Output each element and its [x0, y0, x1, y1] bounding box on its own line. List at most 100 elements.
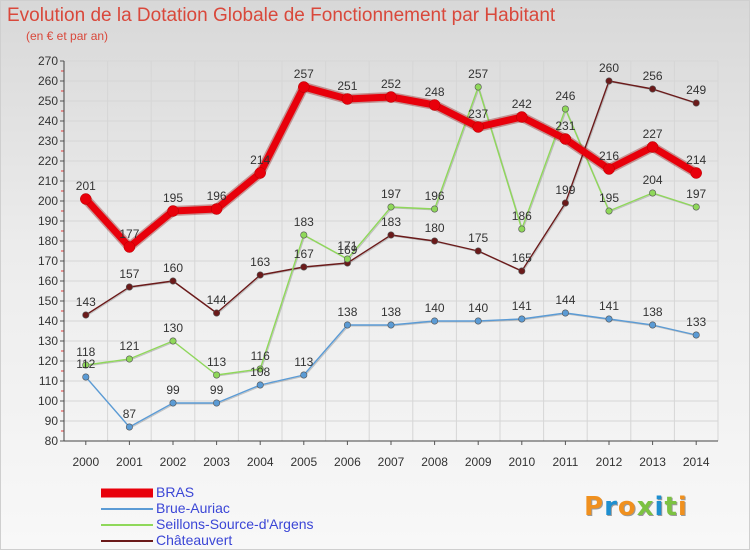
data-point-ch-teauvert: [431, 237, 439, 245]
data-point-seillons-source-d-argens: [125, 355, 133, 363]
data-point-bras: [646, 141, 659, 153]
legend-swatch: [101, 508, 153, 510]
data-label-seillons-source-d-argens: 197: [381, 187, 401, 201]
data-label-brue-auriac: 138: [643, 305, 663, 319]
data-label-ch-teauvert: 144: [207, 293, 227, 307]
x-tick-label: 2013: [639, 455, 666, 469]
data-label-brue-auriac: 140: [468, 301, 488, 315]
x-tick-label: 2014: [683, 455, 710, 469]
data-label-brue-auriac: 99: [166, 383, 180, 397]
y-tick-label: 260: [38, 74, 58, 88]
data-label-seillons-source-d-argens: 186: [512, 209, 532, 223]
plot-area: [64, 61, 718, 441]
y-tick-label: 80: [45, 434, 59, 448]
data-point-ch-teauvert: [387, 231, 395, 239]
x-tick-label: 2000: [72, 455, 99, 469]
data-label-seillons-source-d-argens: 116: [251, 349, 270, 363]
data-point-ch-teauvert: [169, 277, 177, 285]
x-tick-label: 2007: [378, 455, 405, 469]
data-label-ch-teauvert: 143: [76, 295, 96, 309]
data-label-ch-teauvert: 175: [468, 231, 488, 245]
data-label-bras: 216: [599, 149, 619, 163]
data-point-brue-auriac: [169, 399, 177, 407]
logo-letter: P: [584, 492, 605, 522]
data-point-brue-auriac: [692, 331, 700, 339]
data-label-ch-teauvert: 256: [643, 69, 663, 83]
data-point-seillons-source-d-argens: [649, 189, 657, 197]
y-tick-label: 130: [38, 334, 58, 348]
data-point-seillons-source-d-argens: [605, 207, 613, 215]
data-point-ch-teauvert: [605, 77, 613, 85]
data-point-seillons-source-d-argens: [431, 205, 439, 213]
data-point-ch-teauvert: [82, 311, 90, 319]
data-point-bras: [298, 81, 310, 93]
data-label-bras: 237: [468, 107, 488, 121]
legend-item: Seillons-Source-d'Argens: [101, 516, 401, 533]
data-point-ch-teauvert: [474, 247, 482, 255]
data-label-ch-teauvert: 199: [555, 183, 575, 197]
data-point-seillons-source-d-argens: [474, 83, 482, 91]
data-label-bras: 177: [119, 227, 139, 241]
data-label-bras: 248: [425, 85, 445, 99]
data-label-ch-teauvert: 180: [425, 221, 445, 235]
data-point-brue-auriac: [474, 317, 482, 325]
legend-label: Brue-Auriac: [156, 500, 230, 516]
data-label-ch-teauvert: 157: [119, 267, 139, 281]
data-label-seillons-source-d-argens: 197: [686, 187, 706, 201]
data-point-bras: [516, 111, 528, 123]
y-tick-label: 220: [38, 154, 58, 168]
data-point-bras: [123, 241, 136, 253]
legend-label: BRAS: [156, 484, 195, 500]
data-label-seillons-source-d-argens: 118: [76, 345, 95, 359]
data-label-ch-teauvert: 183: [381, 215, 401, 229]
data-label-brue-auriac: 144: [555, 293, 575, 307]
x-tick-label: 2002: [160, 455, 187, 469]
data-label-ch-teauvert: 260: [599, 61, 619, 75]
data-label-brue-auriac: 138: [381, 305, 401, 319]
data-label-bras: 195: [163, 191, 183, 205]
chart-title: Evolution de la Dotation Globale de Fonc…: [7, 5, 556, 26]
data-point-bras: [690, 167, 702, 179]
data-label-layer: 143 157 160 144 163 167 169 183 180 175 165 199 260 2…: [76, 61, 707, 421]
y-tick-label: 100: [38, 394, 58, 408]
data-point-ch-teauvert: [256, 271, 264, 279]
data-point-bras: [472, 121, 484, 133]
legend-item: Châteauvert: [101, 532, 401, 549]
legend-swatch: [101, 540, 153, 542]
y-tick-label: 210: [38, 174, 58, 188]
data-label-bras: 231: [555, 119, 575, 133]
x-tick-label: 2012: [596, 455, 623, 469]
x-tick-label: 2003: [203, 455, 230, 469]
data-label-brue-auriac: 112: [76, 357, 95, 371]
y-tick-label: 190: [38, 214, 58, 228]
data-label-bras: 214: [686, 153, 706, 167]
logo-letter: t: [664, 492, 678, 522]
legend-item: Brue-Auriac: [101, 500, 401, 517]
data-point-brue-auriac: [649, 321, 657, 329]
data-point-ch-teauvert: [561, 199, 569, 207]
y-tick-label: 250: [38, 94, 58, 108]
data-label-brue-auriac: 133: [686, 315, 706, 329]
data-label-brue-auriac: 140: [425, 301, 445, 315]
legend-swatch: [101, 524, 153, 526]
data-label-ch-teauvert: 160: [163, 261, 183, 275]
data-point-brue-auriac: [387, 321, 395, 329]
data-label-bras: 214: [250, 153, 270, 167]
data-point-ch-teauvert: [518, 267, 526, 275]
y-tick-label: 160: [38, 274, 58, 288]
data-point-ch-teauvert: [649, 85, 657, 93]
logo-letter: r: [604, 492, 618, 522]
data-point-bras: [254, 167, 266, 179]
data-point-brue-auriac: [343, 321, 351, 329]
data-label-bras: 251: [337, 79, 357, 93]
data-point-seillons-source-d-argens: [169, 337, 177, 345]
data-label-seillons-source-d-argens: 130: [163, 321, 183, 335]
data-point-seillons-source-d-argens: [213, 371, 221, 379]
data-label-bras: 242: [512, 97, 532, 111]
logo-letter: i: [654, 492, 665, 522]
y-tick-label: 140: [38, 314, 58, 328]
x-tick-label: 2001: [116, 455, 143, 469]
data-point-seillons-source-d-argens: [387, 203, 395, 211]
